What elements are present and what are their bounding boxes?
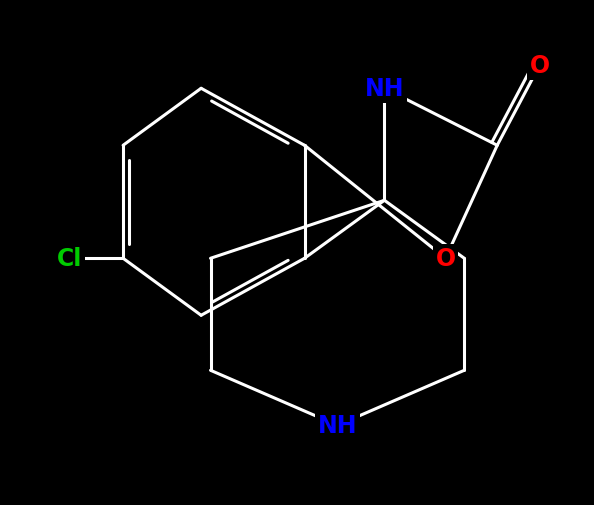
Text: NH: NH	[365, 77, 404, 101]
Text: Cl: Cl	[57, 247, 82, 271]
Text: O: O	[529, 54, 549, 78]
Text: NH: NH	[318, 414, 357, 437]
Text: O: O	[435, 247, 456, 271]
